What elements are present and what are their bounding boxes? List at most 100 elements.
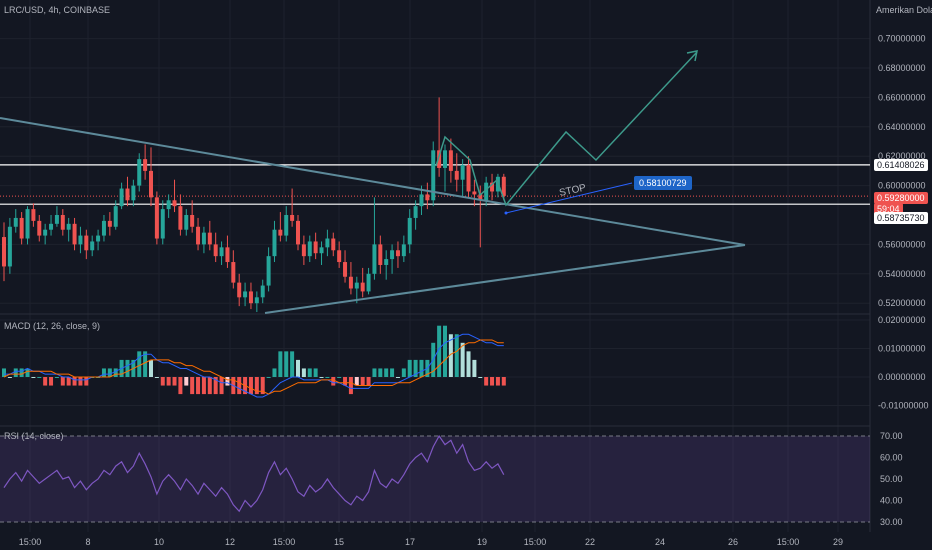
candle[interactable]: [478, 194, 483, 201]
candle[interactable]: [60, 215, 65, 230]
candle[interactable]: [431, 150, 436, 201]
candle[interactable]: [166, 200, 171, 210]
candle[interactable]: [19, 217, 24, 239]
candle[interactable]: [248, 291, 253, 304]
candle[interactable]: [443, 150, 447, 168]
candle[interactable]: [2, 237, 6, 267]
candle[interactable]: [160, 209, 165, 239]
candle[interactable]: [290, 215, 295, 221]
candle[interactable]: [225, 247, 230, 263]
rsi-pane[interactable]: [0, 434, 870, 523]
time-axis[interactable]: 15:00 8 10 12 15:00 15 17 19 15:00 22 24 26 15:00 29: [19, 537, 843, 547]
candle[interactable]: [172, 200, 177, 207]
rsi-label[interactable]: RSI (14, close): [4, 431, 64, 441]
candle[interactable]: [307, 241, 312, 257]
candle[interactable]: [72, 223, 77, 245]
candle[interactable]: [407, 217, 412, 245]
candle[interactable]: [348, 276, 353, 289]
macd-histogram-bar: [2, 368, 6, 377]
candle[interactable]: [272, 229, 277, 257]
candle[interactable]: [454, 170, 459, 180]
candle[interactable]: [243, 291, 248, 298]
candle[interactable]: [149, 170, 153, 198]
candle[interactable]: [31, 209, 36, 221]
candle[interactable]: [190, 215, 195, 227]
candle[interactable]: [119, 188, 124, 207]
macd-pane[interactable]: [2, 325, 506, 398]
candle[interactable]: [49, 223, 54, 230]
candle[interactable]: [331, 238, 336, 251]
candle[interactable]: [313, 241, 318, 254]
candle[interactable]: [466, 165, 471, 192]
candle[interactable]: [107, 220, 112, 227]
candle[interactable]: [484, 182, 489, 201]
candle[interactable]: [137, 159, 142, 186]
candle[interactable]: [143, 159, 148, 171]
candle[interactable]: [490, 182, 495, 192]
candle[interactable]: [237, 282, 242, 298]
candle[interactable]: [372, 244, 377, 274]
price-axis[interactable]: 0.70000000 0.68000000 0.66000000 0.64000000…: [878, 34, 929, 527]
candle[interactable]: [460, 165, 465, 180]
candle[interactable]: [25, 209, 30, 239]
candle[interactable]: [260, 285, 265, 298]
candle[interactable]: [266, 256, 271, 286]
candle[interactable]: [319, 247, 324, 254]
candle[interactable]: [66, 223, 71, 230]
candle[interactable]: [284, 215, 289, 236]
candle[interactable]: [337, 250, 342, 263]
candle[interactable]: [54, 215, 59, 224]
candle[interactable]: [425, 194, 430, 201]
candle[interactable]: [401, 244, 406, 257]
candle[interactable]: [296, 220, 300, 245]
candle[interactable]: [43, 229, 48, 236]
macd-label[interactable]: MACD (12, 26, close, 9): [4, 321, 101, 331]
candle[interactable]: [78, 235, 83, 245]
candle[interactable]: [343, 262, 348, 277]
candle[interactable]: [413, 206, 418, 218]
candle[interactable]: [196, 226, 201, 245]
stop-arrow[interactable]: [505, 182, 633, 214]
candle[interactable]: [501, 176, 506, 196]
descending-trendline[interactable]: [0, 117, 746, 246]
projection-path[interactable]: [435, 51, 698, 207]
candle[interactable]: [184, 215, 189, 230]
candle[interactable]: [7, 226, 12, 267]
candle[interactable]: [231, 262, 236, 283]
candle[interactable]: [125, 188, 130, 201]
candle[interactable]: [219, 247, 224, 257]
candle[interactable]: [13, 217, 18, 227]
candle[interactable]: [96, 235, 101, 242]
candle[interactable]: [384, 259, 389, 265]
candle[interactable]: [366, 273, 371, 292]
candle[interactable]: [360, 282, 365, 292]
candle[interactable]: [278, 229, 283, 236]
candle[interactable]: [90, 241, 95, 251]
candle[interactable]: [178, 206, 183, 230]
candle[interactable]: [354, 282, 359, 289]
candle[interactable]: [37, 220, 42, 236]
candle[interactable]: [395, 250, 400, 257]
candle[interactable]: [390, 250, 395, 260]
ascending-trendline[interactable]: [264, 244, 746, 314]
candle[interactable]: [472, 191, 477, 195]
drawings[interactable]: STOP: [0, 50, 746, 314]
candle[interactable]: [154, 197, 159, 239]
candle[interactable]: [113, 206, 118, 227]
candle[interactable]: [378, 244, 383, 265]
candle[interactable]: [101, 220, 106, 236]
candle[interactable]: [437, 150, 442, 168]
candle[interactable]: [213, 244, 218, 257]
candle[interactable]: [419, 194, 424, 207]
stop-price-badge[interactable]: 0.58100729: [634, 176, 692, 190]
candle[interactable]: [131, 185, 136, 201]
symbol-title[interactable]: LRC/USD, 4h, COINBASE: [4, 5, 111, 15]
candle[interactable]: [207, 232, 212, 245]
candle[interactable]: [84, 235, 89, 251]
candle[interactable]: [325, 238, 330, 248]
candle[interactable]: [254, 297, 259, 304]
candle[interactable]: [201, 232, 206, 245]
candle[interactable]: [301, 244, 306, 257]
candle[interactable]: [448, 150, 453, 171]
